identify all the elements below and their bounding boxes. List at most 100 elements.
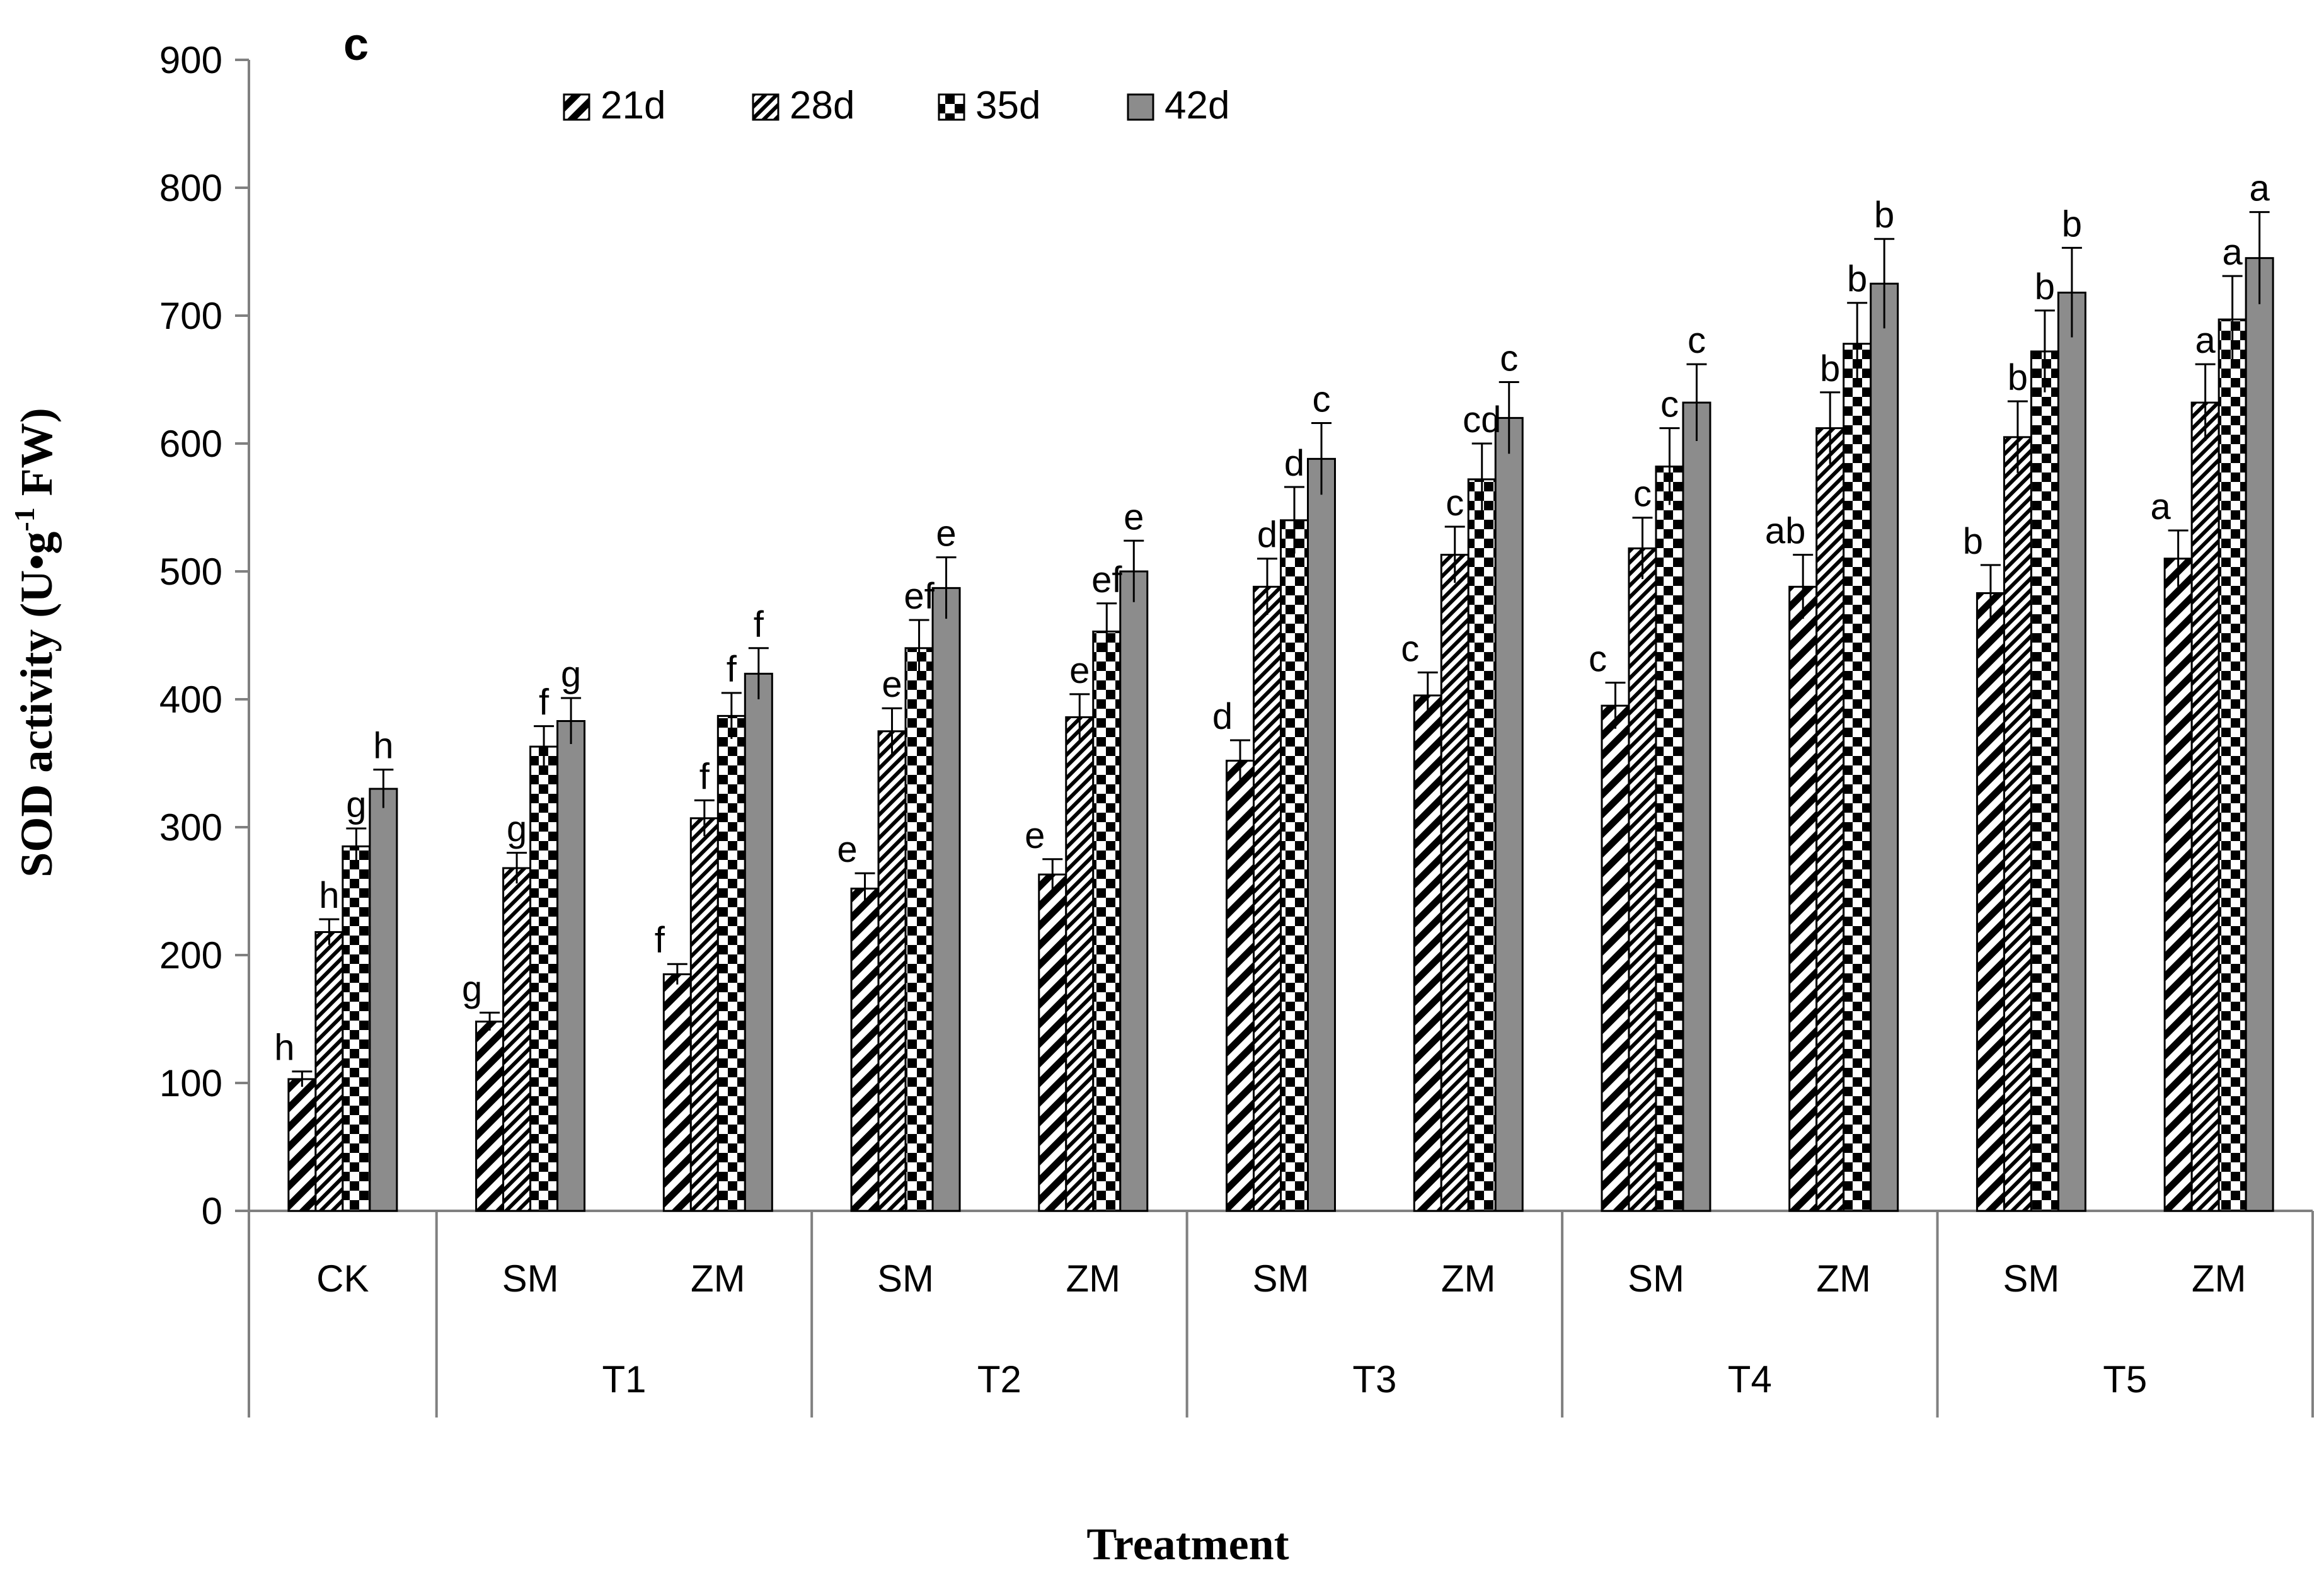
bar-42d bbox=[1870, 282, 1899, 1212]
error-bars bbox=[292, 211, 2270, 1087]
y-axis-title: SOD activity (U•g-1 FW) bbox=[8, 408, 62, 877]
y-axis-title-tail: FW) bbox=[11, 408, 62, 507]
bar-35d bbox=[1843, 343, 1872, 1212]
y-axis-title-main: SOD activity (U•g bbox=[11, 532, 62, 878]
bar-28d bbox=[314, 931, 344, 1212]
bar-42d bbox=[2057, 291, 2086, 1212]
category-label: ZM bbox=[1441, 1257, 1496, 1300]
significance-letter: ef bbox=[904, 576, 935, 617]
significance-letter: c bbox=[1401, 628, 1419, 669]
category-label: SM bbox=[877, 1257, 934, 1300]
significance-letter: a bbox=[2151, 486, 2172, 527]
bar-28d bbox=[1815, 427, 1845, 1212]
bar-21d bbox=[1413, 694, 1442, 1212]
bar-28d bbox=[1628, 547, 1657, 1212]
bar-28d bbox=[502, 867, 532, 1212]
bar-35d bbox=[2030, 350, 2059, 1212]
bar-28d bbox=[1065, 716, 1095, 1212]
group-label: T5 bbox=[2103, 1358, 2147, 1400]
legend-label: 21d bbox=[601, 84, 665, 127]
category-label: ZM bbox=[1816, 1257, 1871, 1300]
group-label: T4 bbox=[1728, 1358, 1772, 1400]
significance-letter: c bbox=[1500, 338, 1518, 379]
bar-35d bbox=[342, 845, 371, 1212]
significance-letter: c bbox=[1589, 639, 1607, 680]
bars bbox=[287, 257, 2274, 1212]
significance-letter: c bbox=[1446, 483, 1464, 524]
significance-letter: e bbox=[1025, 815, 1045, 856]
legend-label: 28d bbox=[790, 84, 854, 127]
y-axis-title-sup: -1 bbox=[8, 507, 40, 531]
significance-letter: h bbox=[274, 1028, 294, 1068]
significance-letter: a bbox=[2223, 232, 2243, 273]
significance-letter: e bbox=[1124, 496, 1144, 537]
bar-21d bbox=[1226, 759, 1255, 1212]
bar-28d bbox=[1440, 554, 1470, 1212]
bar-35d bbox=[1280, 519, 1309, 1212]
axes: 0 100 200 300 400 500 600 700 800 900 CK SM ZM SM ZM SM… bbox=[159, 39, 2314, 1418]
category-label: SM bbox=[2003, 1257, 2059, 1300]
y-tick-label: 100 bbox=[159, 1062, 222, 1104]
bar-28d bbox=[2003, 436, 2032, 1212]
significance-letter: e bbox=[1069, 650, 1090, 691]
significance-letter: b bbox=[1847, 259, 1867, 300]
category-label: ZM bbox=[1066, 1257, 1120, 1300]
significance-letter: c bbox=[1633, 474, 1652, 515]
bar-21d bbox=[475, 1021, 505, 1212]
legend-swatch-21d bbox=[563, 93, 590, 121]
y-tick-label: 200 bbox=[159, 934, 222, 976]
y-tick-label: 300 bbox=[159, 806, 222, 849]
category-label: SM bbox=[502, 1257, 559, 1300]
bar-42d bbox=[1307, 457, 1336, 1212]
bar-28d bbox=[2190, 401, 2220, 1212]
significance-letter: d bbox=[1284, 443, 1304, 484]
significance-letter: g bbox=[561, 654, 581, 695]
bar-21d bbox=[287, 1078, 317, 1212]
bar-21d bbox=[1038, 873, 1067, 1212]
bar-28d bbox=[1253, 585, 1282, 1212]
panel-label: c bbox=[343, 20, 369, 70]
bar-35d bbox=[904, 647, 934, 1212]
bar-35d bbox=[529, 745, 559, 1212]
significance-letter: f bbox=[699, 756, 710, 797]
significance-letter: h bbox=[373, 726, 393, 767]
bar-28d bbox=[689, 817, 719, 1212]
bar-21d bbox=[2163, 558, 2193, 1212]
category-label: SM bbox=[1628, 1257, 1684, 1300]
legend-swatch-42d bbox=[1127, 93, 1154, 121]
bar-42d bbox=[931, 587, 961, 1212]
significance-letter: a bbox=[2250, 168, 2270, 209]
y-tick-label: 900 bbox=[159, 39, 222, 81]
significance-letter: f bbox=[655, 920, 665, 961]
y-tick-label: 700 bbox=[159, 295, 222, 337]
group-label: T1 bbox=[602, 1358, 646, 1400]
significance-letter: b bbox=[2008, 357, 2028, 398]
bar-35d bbox=[2218, 318, 2247, 1212]
bar-42d bbox=[369, 788, 398, 1212]
significance-letter: c bbox=[1688, 320, 1706, 361]
significance-letter: f bbox=[727, 649, 737, 690]
significance-letter: h bbox=[319, 875, 339, 916]
significance-letter: e bbox=[882, 664, 902, 705]
significance-letter: g bbox=[507, 809, 527, 850]
significance-letter: a bbox=[2195, 320, 2216, 361]
significance-letter: d bbox=[1257, 515, 1277, 556]
bar-35d bbox=[1655, 466, 1684, 1212]
significance-letter: g bbox=[346, 784, 366, 825]
significance-letter: f bbox=[754, 604, 764, 645]
significance-letter: b bbox=[2035, 266, 2055, 307]
bar-35d bbox=[716, 714, 746, 1212]
significance-letter: d bbox=[1212, 696, 1233, 737]
significance-letter: cd bbox=[1463, 399, 1501, 440]
group-label: T2 bbox=[977, 1358, 1021, 1400]
bar-21d bbox=[1788, 585, 1818, 1212]
significance-letter: b bbox=[1963, 521, 1983, 562]
legend: 21d 28d 35d 42d bbox=[563, 84, 1229, 127]
bar-21d bbox=[1976, 592, 2005, 1212]
significance-letter: e bbox=[837, 829, 857, 870]
significance-letter: ab bbox=[1765, 511, 1806, 552]
group-label: T3 bbox=[1352, 1358, 1396, 1400]
significance-letter: e bbox=[936, 513, 956, 554]
